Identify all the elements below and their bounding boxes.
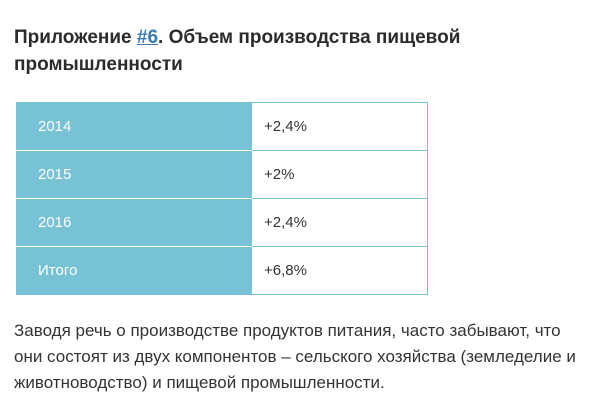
heading-prefix: Приложение — [14, 27, 137, 48]
heading-suffix: . Объем производства пищевой промышленно… — [14, 27, 461, 75]
row-label: 2014 — [16, 102, 252, 151]
table-row: 2014 +2,4% — [16, 102, 428, 151]
row-label: 2016 — [16, 198, 252, 247]
production-table: 2014 +2,4% 2015 +2% 2016 +2,4% Итого +6,… — [16, 102, 428, 295]
appendix-number-link[interactable]: #6 — [136, 27, 159, 48]
table-row: Итого +6,8% — [16, 246, 428, 295]
table-row: 2016 +2,4% — [16, 198, 428, 247]
row-label: Итого — [16, 246, 252, 295]
row-value: +2% — [251, 150, 428, 199]
row-label: 2015 — [16, 150, 252, 199]
row-value: +6,8% — [251, 246, 428, 295]
appendix-heading: Приложение #6. Объем производства пищево… — [14, 24, 574, 78]
row-value: +2,4% — [251, 198, 428, 247]
row-value: +2,4% — [251, 102, 428, 151]
table-row: 2015 +2% — [16, 150, 428, 199]
body-paragraph: Заводя речь о производстве продуктов пит… — [14, 321, 576, 392]
